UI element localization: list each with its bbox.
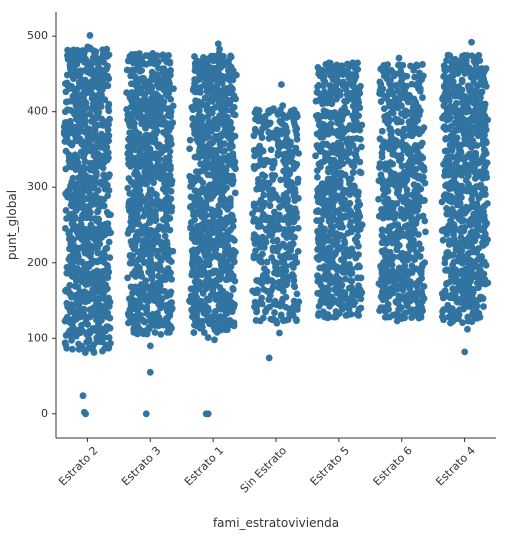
svg-text:Estrato 2: Estrato 2: [56, 444, 100, 488]
svg-text:0: 0: [41, 407, 48, 420]
svg-text:200: 200: [27, 256, 48, 269]
strip-chart-container: 0 100 200 300 400 500 punt_global Estrato 2 Estr…: [0, 0, 507, 539]
svg-text:Estrato 1: Estrato 1: [182, 444, 226, 488]
svg-text:Estrato 4: Estrato 4: [433, 444, 477, 488]
svg-text:500: 500: [27, 29, 48, 42]
svg-text:Estrato 5: Estrato 5: [308, 444, 352, 488]
svg-text:Sin Estrato: Sin Estrato: [238, 444, 290, 496]
svg-text:Estrato 6: Estrato 6: [371, 444, 415, 488]
svg-text:punt_global: punt_global: [5, 190, 19, 260]
svg-text:400: 400: [27, 105, 48, 118]
svg-text:100: 100: [27, 331, 48, 344]
svg-text:fami_estratovivienda: fami_estratovivienda: [213, 516, 339, 530]
svg-text:300: 300: [27, 180, 48, 193]
svg-text:Estrato 3: Estrato 3: [119, 444, 163, 488]
chart-svg: 0 100 200 300 400 500 punt_global Estrato 2 Estr…: [0, 0, 507, 539]
